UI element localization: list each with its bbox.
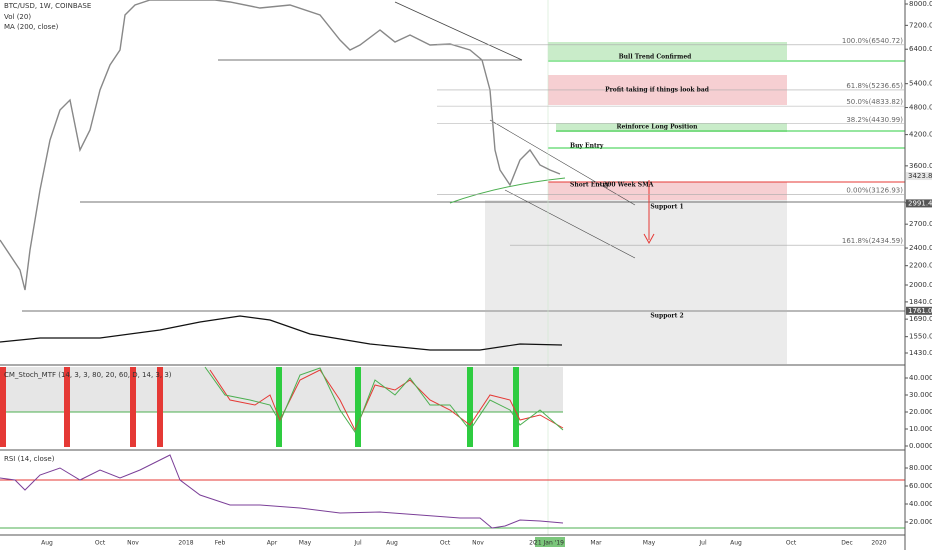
annotation: Short Entry <box>570 182 610 189</box>
stoch-highlights <box>0 367 519 447</box>
annotation: Bull Trend Confirmed <box>619 54 693 61</box>
stoch-tick-label: 0.0000 <box>909 442 932 450</box>
trend-line <box>394 1 523 61</box>
price-tick-label: 6400.00 <box>909 45 932 53</box>
price-tick-label: 1430.00 <box>909 349 932 357</box>
arrow-head <box>643 233 655 245</box>
buy-bar <box>276 367 282 447</box>
price-tick-label: 1690.00 <box>909 315 932 323</box>
stoch-title: CM_Stoch_MTF (14, 3, 3, 80, 20, 60, D, 1… <box>4 371 172 379</box>
time-label: 2018 <box>178 540 193 547</box>
stoch-tick-label: 40.0000 <box>909 374 932 382</box>
time-label: Aug <box>730 540 742 547</box>
price-tick-label: 4200.00 <box>909 131 932 139</box>
time-label: Apr <box>267 540 278 547</box>
support2-zone <box>485 312 787 364</box>
stoch-tick-label: 10.0000 <box>909 425 932 433</box>
time-label: Aug <box>41 540 53 547</box>
buy-bar <box>513 367 519 447</box>
time-label: Jul <box>353 540 362 547</box>
stoch-tick-label: 20.0000 <box>909 408 932 416</box>
price-tick-label: 8000.00 <box>909 0 932 8</box>
support-zone <box>485 200 787 310</box>
price-path <box>0 0 561 291</box>
time-label: Nov <box>127 540 139 547</box>
price-tick-label: 5400.00 <box>909 80 932 88</box>
price-tag <box>906 172 932 181</box>
price-tick-label: 4800.00 <box>909 104 932 112</box>
price-tick-label: 2000.00 <box>909 281 932 289</box>
bull-zone <box>548 42 787 60</box>
reinforce-zone <box>556 123 787 132</box>
time-label: Feb <box>215 540 226 547</box>
channel-line <box>489 119 636 206</box>
price-tick-label: 1550.00 <box>909 333 932 341</box>
time-label: 21 Jan '19 <box>534 540 564 547</box>
sma-line <box>449 177 566 204</box>
rsi-tick-label: 60.0000 <box>909 482 932 490</box>
price-tick-label: 2400.00 <box>909 244 932 252</box>
price-tag-label: 1761.04 <box>908 307 932 315</box>
time-label: Oct <box>95 540 106 547</box>
cursor-date-bg <box>535 537 565 547</box>
stoch-tick-label: 30.0000 <box>909 391 932 399</box>
time-label: May <box>299 540 312 547</box>
fib-label: 61.8%(5236.65) <box>846 82 903 90</box>
sell-bar <box>0 367 6 447</box>
price-tick-label: 2700.00 <box>909 220 932 228</box>
time-label: 20 <box>529 540 537 547</box>
price-tick-label: 3600.00 <box>909 162 932 170</box>
price-tag-label: 3423.85 <box>908 172 932 180</box>
rsi-title: RSI (14, close) <box>4 455 55 463</box>
buy-bar <box>467 367 473 447</box>
price-tag-label: 2991.44 <box>908 199 932 207</box>
sell-bar <box>157 367 163 447</box>
rsi-tick-label: 80.0000 <box>909 464 932 472</box>
rsi-line <box>0 454 564 529</box>
time-label: May <box>643 540 656 547</box>
indicator: MA (200, close) <box>4 23 59 31</box>
annotation: Buy Entry <box>570 143 604 150</box>
indicator: Vol (20) <box>4 13 31 21</box>
time-label: Aug <box>386 540 398 547</box>
stoch-d <box>204 366 564 434</box>
price-tick-label: 7200.00 <box>909 21 932 29</box>
buy-bar <box>355 367 361 447</box>
price-tick-label: 1840.00 <box>909 298 932 306</box>
annotation: 200 Week SMA <box>603 182 654 189</box>
fib-label: 0.00%(3126.93) <box>846 186 903 194</box>
annotation: Support 2 <box>650 313 683 320</box>
fib-label: 38.2%(4430.99) <box>846 116 903 124</box>
sell-bar <box>130 367 136 447</box>
price-tick-label: 2200.00 <box>909 262 932 270</box>
time-label: Oct <box>786 540 797 547</box>
time-label: Nov <box>472 540 484 547</box>
fib-label: 161.8%(2434.59) <box>842 237 903 245</box>
annotation: Reinforce Long Position <box>616 124 698 131</box>
symbol: BTC/USD, 1W, COINBASE <box>4 2 91 10</box>
time-label: Dec <box>841 540 853 547</box>
channel-line <box>504 189 636 259</box>
fib-label: 50.0%(4833.82) <box>846 98 903 106</box>
annotation: Profit taking if things look bad <box>605 87 710 94</box>
volume-ma <box>0 315 563 351</box>
rsi-tick-label: 40.0000 <box>909 500 932 508</box>
time-label: Mar <box>590 540 602 547</box>
time-label: Jul <box>698 540 707 547</box>
annotation: Support 1 <box>650 204 683 211</box>
sell-bar <box>64 367 70 447</box>
time-label: 2020 <box>871 540 886 547</box>
time-label: Oct <box>440 540 451 547</box>
fib-label: 100.0%(6540.72) <box>842 37 903 45</box>
price-tag <box>906 306 932 315</box>
rsi-tick-label: 20.0000 <box>909 518 932 526</box>
price-tag <box>906 199 932 208</box>
